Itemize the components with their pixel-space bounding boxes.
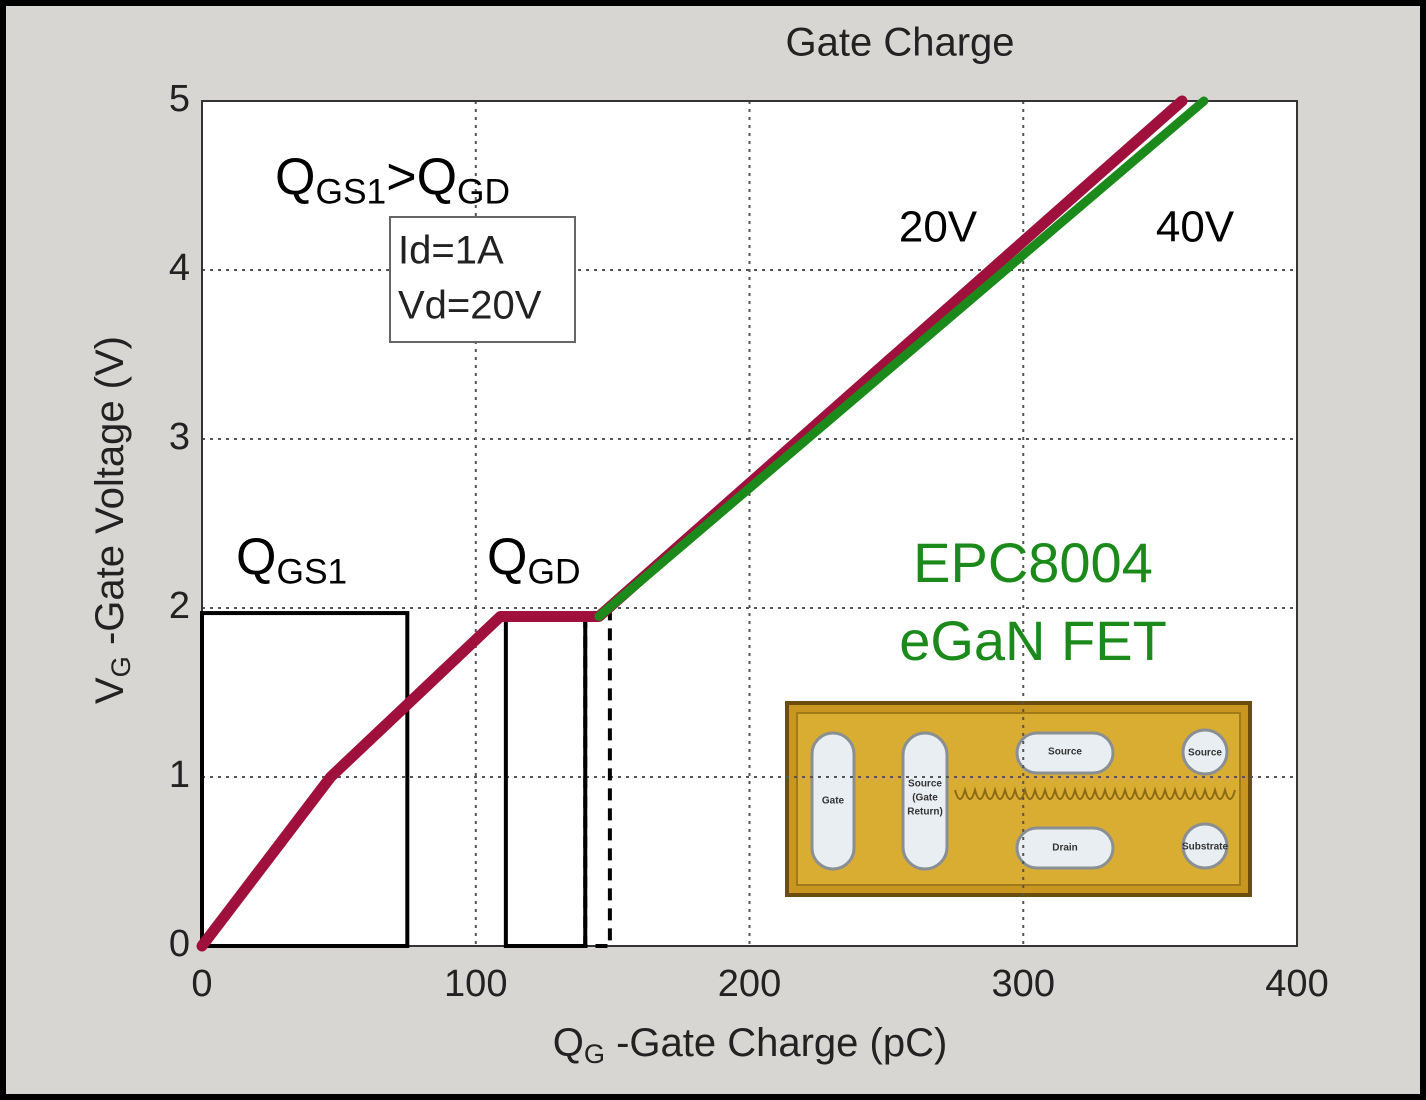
text-part: -Gate Voltage (V) xyxy=(88,336,132,656)
condition: Id=1A xyxy=(398,229,504,273)
subscript: GS1 xyxy=(276,553,347,592)
x-tick-label: 400 xyxy=(1265,963,1328,1005)
annotation: VG -Gate Voltage (V) xyxy=(88,336,137,704)
die-label: Gate xyxy=(822,796,845,807)
series-label: 40V xyxy=(1156,203,1235,252)
subscript: GS1 xyxy=(315,173,386,212)
chart: Gate Charge Gate Source (Gate Return) Source… xyxy=(0,0,1426,1100)
subscript: G xyxy=(105,656,136,677)
die-label: Substrate xyxy=(1182,842,1229,853)
condition: Vd=20V xyxy=(398,284,542,328)
chart-title: Gate Charge xyxy=(785,21,1014,65)
text-part: Q xyxy=(275,148,315,206)
y-tick-label: 5 xyxy=(169,78,190,120)
y-tick-label: 3 xyxy=(169,416,190,458)
device-label: EPC8004 xyxy=(913,531,1153,594)
die-label: Source xyxy=(1188,748,1222,759)
die-label: (Gate xyxy=(912,793,938,804)
subscript: GD xyxy=(457,173,510,212)
annotation: QG -Gate Charge (pC) xyxy=(553,1021,948,1070)
y-tick-label: 4 xyxy=(169,247,190,289)
text-part: >Q xyxy=(386,148,457,206)
die-label: Source xyxy=(908,779,942,790)
text-part: -Gate Charge (pC) xyxy=(605,1021,947,1065)
text-part: Q xyxy=(553,1021,584,1065)
die-label: Source xyxy=(1048,747,1082,758)
subscript: G xyxy=(584,1038,605,1069)
die-label: Return) xyxy=(907,807,943,818)
x-tick-label: 300 xyxy=(992,963,1055,1005)
y-tick-label: 1 xyxy=(169,754,190,796)
subscript: GD xyxy=(527,553,580,592)
x-tick-label: 200 xyxy=(718,963,781,1005)
y-tick-label: 2 xyxy=(169,585,190,627)
y-tick-label: 0 xyxy=(169,923,190,965)
x-tick-label: 0 xyxy=(191,963,212,1005)
die-label: Drain xyxy=(1052,843,1078,854)
x-tick-label: 100 xyxy=(444,963,507,1005)
text-part: V xyxy=(88,677,132,704)
device-label: eGaN FET xyxy=(899,609,1167,672)
series-label: 20V xyxy=(899,203,978,252)
die-photo: Gate Source (Gate Return) Source Source Drain S… xyxy=(787,703,1250,895)
text-part: Q xyxy=(487,528,527,586)
text-part: Q xyxy=(236,528,276,586)
